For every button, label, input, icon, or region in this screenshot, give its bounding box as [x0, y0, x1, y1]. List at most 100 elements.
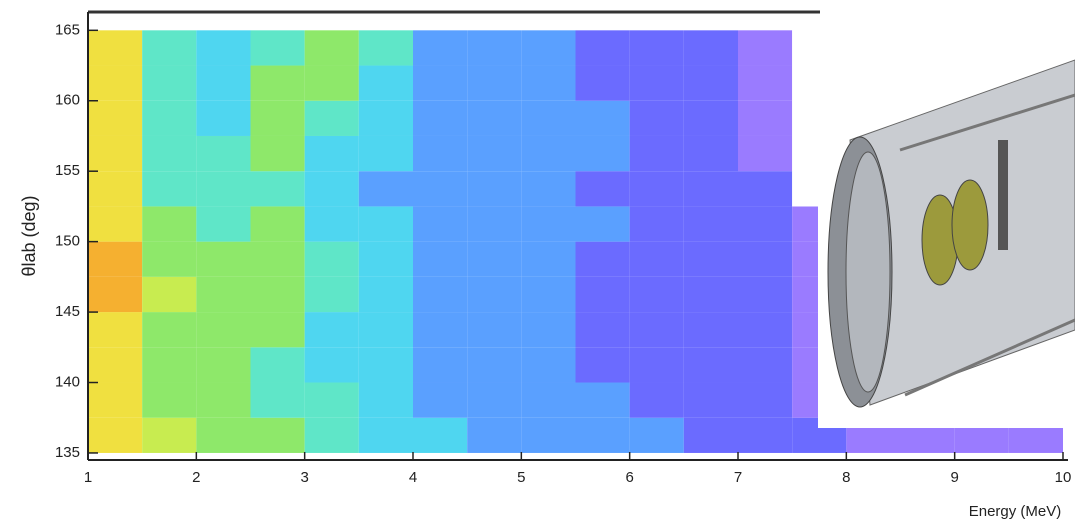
heatmap-cell: [738, 30, 793, 66]
heatmap-cell: [521, 312, 576, 348]
heatmap-cell: [142, 100, 197, 136]
heatmap-cell: [575, 171, 630, 207]
heatmap-cell: [575, 65, 630, 101]
heatmap-cell: [467, 171, 522, 207]
heatmap-cell: [88, 171, 143, 207]
heatmap-cell: [304, 206, 359, 242]
heatmap-cell: [413, 241, 468, 277]
heatmap-cell: [738, 135, 793, 172]
heatmap-cell: [88, 276, 143, 313]
heatmap-cell: [250, 171, 305, 207]
heatmap-cell: [467, 382, 522, 418]
heatmap-cell: [738, 206, 793, 242]
heatmap-cell: [142, 347, 197, 383]
y-tick-label: 155: [55, 162, 80, 179]
heatmap-cell: [521, 382, 576, 418]
heatmap-cell: [196, 347, 251, 383]
heatmap-cell: [683, 171, 738, 207]
heatmap-cell: [196, 241, 251, 277]
heatmap-cell: [575, 382, 630, 418]
heatmap-cell: [88, 382, 143, 418]
heatmap-cell: [250, 417, 305, 453]
heatmap-cell: [88, 65, 143, 101]
heatmap-cell: [196, 276, 251, 313]
heatmap-cell: [738, 312, 793, 348]
heatmap-cell: [575, 347, 630, 383]
heatmap-cell: [629, 347, 684, 383]
heatmap-cell: [358, 171, 413, 207]
heatmap-cell: [358, 135, 413, 172]
heatmap-cell: [358, 65, 413, 101]
heatmap-cell: [358, 312, 413, 348]
heatmap-cell: [683, 241, 738, 277]
x-tick-label: 10: [1055, 469, 1072, 486]
heatmap-cell: [196, 65, 251, 101]
heatmap-cell: [413, 206, 468, 242]
heatmap-cell: [683, 100, 738, 136]
heatmap-cell: [304, 171, 359, 207]
heatmap-cell: [304, 417, 359, 453]
y-tick-label: 135: [55, 444, 80, 461]
heatmap-cell: [629, 135, 684, 172]
heatmap-cell: [629, 241, 684, 277]
heatmap-cell: [738, 276, 793, 313]
heatmap-cell: [358, 241, 413, 277]
heatmap-cell: [629, 276, 684, 313]
heatmap-cell: [413, 100, 468, 136]
x-tick-label: 8: [842, 469, 850, 486]
heatmap-cell: [196, 171, 251, 207]
heatmap-cell: [521, 241, 576, 277]
heatmap-cell: [738, 382, 793, 418]
y-tick-label: 145: [55, 303, 80, 320]
heatmap-cell: [575, 100, 630, 136]
detector-edge: [899, 93, 1075, 397]
heatmap-cell: [521, 171, 576, 207]
heatmap-cell: [196, 206, 251, 242]
heatmap-cell: [250, 276, 305, 313]
heatmap-cell: [467, 312, 522, 348]
heatmap-cell: [142, 30, 197, 66]
heatmap-cell: [358, 276, 413, 313]
heatmap-cell: [629, 171, 684, 207]
heatmap-cell: [196, 100, 251, 136]
heatmap-cell: [413, 30, 468, 66]
heatmap-cell: [575, 135, 630, 172]
heatmap-cell: [142, 382, 197, 418]
heatmap-cell: [629, 30, 684, 66]
heatmap-cell: [304, 241, 359, 277]
heatmap-cell: [88, 312, 143, 348]
heatmap-cell: [196, 417, 251, 453]
heatmap-cell: [304, 276, 359, 313]
heatmap-cell: [250, 241, 305, 277]
heatmap-cell: [250, 65, 305, 101]
heatmap-cell: [738, 241, 793, 277]
x-tick-label: 1: [84, 469, 92, 486]
heatmap-cell: [304, 65, 359, 101]
heatmap-cell: [250, 312, 305, 348]
heatmap-cell: [88, 100, 143, 136]
heatmap-cell: [521, 417, 576, 453]
heatmap-cell: [683, 65, 738, 101]
heatmap-cell: [142, 135, 197, 172]
y-tick-label: 150: [55, 233, 80, 250]
heatmap-cell: [467, 30, 522, 66]
heatmap-cell: [304, 135, 359, 172]
heatmap-cell: [521, 30, 576, 66]
heatmap-cell: [413, 347, 468, 383]
heatmap-cell: [88, 347, 143, 383]
heatmap-cell: [575, 417, 630, 453]
heatmap-cell: [413, 135, 468, 172]
heatmap-cell: [413, 171, 468, 207]
heatmap-cell: [142, 312, 197, 348]
y-tick-label: 165: [55, 21, 80, 38]
heatmap-cell: [683, 417, 738, 453]
heatmap-cell: [467, 206, 522, 242]
heatmap-cell: [142, 241, 197, 277]
heatmap-cell: [629, 417, 684, 453]
heatmap-cell: [88, 135, 143, 172]
target-ring: [951, 179, 989, 271]
heatmap-cell: [358, 347, 413, 383]
heatmap-cell: [521, 276, 576, 313]
y-tick-label: 160: [55, 92, 80, 109]
heatmap-cell: [358, 30, 413, 66]
